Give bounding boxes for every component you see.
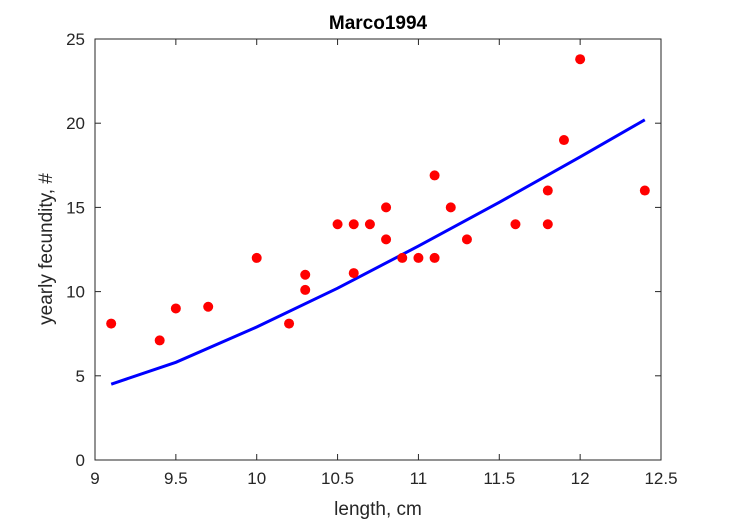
y-axis-ticks: 0 5 10 15 20 25	[66, 30, 661, 470]
x-tick-label: 11	[410, 469, 428, 488]
y-tick-label: 25	[66, 30, 85, 49]
data-point	[542, 219, 553, 230]
data-point	[170, 303, 181, 314]
x-tick-label: 11.5	[483, 469, 515, 488]
data-point	[429, 170, 440, 181]
fit-curve	[110, 118, 646, 386]
data-point	[284, 318, 295, 329]
data-point	[397, 252, 408, 263]
chart-title: Marco1994	[329, 13, 428, 34]
plot-area	[94, 38, 662, 461]
x-tick-label: 9	[90, 469, 99, 488]
y-axis-label: yearly fecundity, #	[36, 173, 57, 325]
x-tick-label: 12	[571, 469, 590, 488]
y-tick-label: 0	[76, 451, 85, 470]
data-point	[154, 335, 165, 346]
data-point	[381, 202, 392, 213]
x-tick-label: 10.5	[321, 469, 354, 488]
data-point	[445, 202, 456, 213]
data-point	[575, 54, 586, 65]
data-point	[364, 219, 375, 230]
data-point	[429, 252, 440, 263]
data-point	[413, 252, 424, 263]
y-tick-label: 15	[66, 198, 85, 217]
data-point	[348, 219, 359, 230]
data-points	[106, 54, 650, 346]
y-tick-label: 5	[76, 367, 85, 386]
data-point	[461, 234, 472, 245]
data-point	[332, 219, 343, 230]
data-point	[300, 284, 311, 295]
x-tick-label: 9.5	[164, 469, 188, 488]
data-point	[639, 185, 650, 196]
x-tick-label: 12.5	[644, 469, 677, 488]
x-axis-ticks: 9 9.5 10 10.5 11 11.5 12 12.5	[90, 39, 678, 488]
x-axis-label: length, cm	[334, 499, 422, 520]
data-point	[251, 252, 262, 263]
data-point	[381, 234, 392, 245]
data-point	[348, 268, 359, 279]
data-point	[558, 135, 569, 146]
data-point	[203, 301, 214, 312]
y-tick-label: 20	[66, 114, 85, 133]
data-point	[106, 318, 117, 329]
data-point	[300, 269, 311, 280]
x-tick-label: 10	[247, 469, 266, 488]
y-tick-label: 10	[66, 283, 85, 302]
data-point	[510, 219, 521, 230]
data-point	[542, 185, 553, 196]
